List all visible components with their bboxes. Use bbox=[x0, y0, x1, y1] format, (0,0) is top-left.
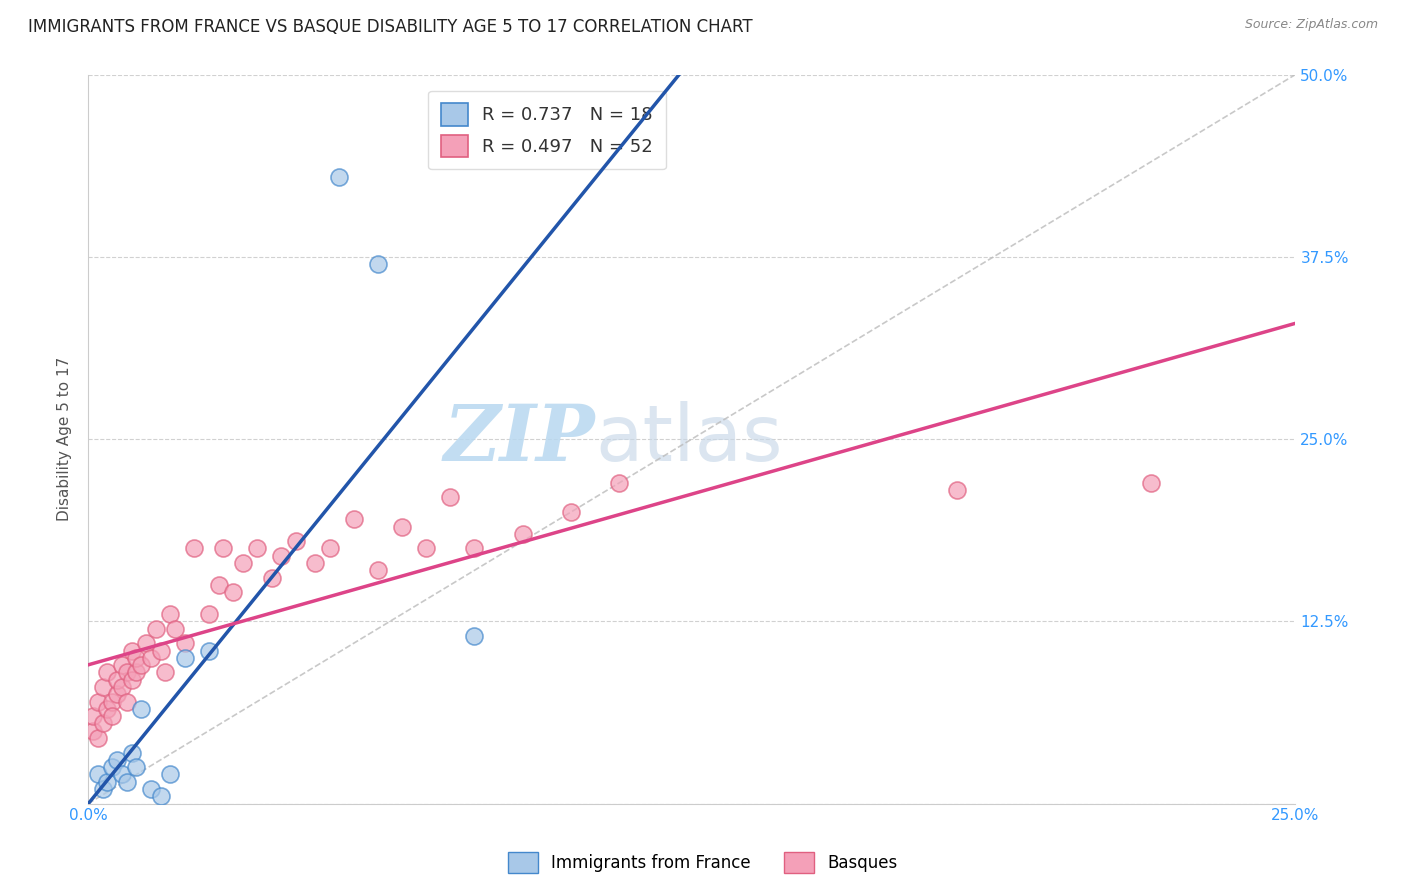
Y-axis label: Disability Age 5 to 17: Disability Age 5 to 17 bbox=[58, 357, 72, 521]
Point bbox=[260, 571, 283, 585]
Text: IMMIGRANTS FROM FRANCE VS BASQUE DISABILITY AGE 5 TO 17 CORRELATION CHART: IMMIGRANTS FROM FRANCE VS BASQUE DISABIL… bbox=[28, 18, 752, 36]
Point bbox=[111, 680, 134, 694]
Point bbox=[560, 505, 582, 519]
Point bbox=[463, 541, 485, 556]
Point bbox=[129, 702, 152, 716]
Point bbox=[304, 556, 326, 570]
Point bbox=[512, 526, 534, 541]
Point bbox=[183, 541, 205, 556]
Point bbox=[246, 541, 269, 556]
Point bbox=[121, 746, 143, 760]
Point bbox=[125, 650, 148, 665]
Point bbox=[96, 665, 118, 680]
Point bbox=[115, 694, 138, 708]
Point bbox=[463, 629, 485, 643]
Point bbox=[125, 760, 148, 774]
Point bbox=[115, 665, 138, 680]
Point bbox=[96, 774, 118, 789]
Text: ZIP: ZIP bbox=[444, 401, 595, 477]
Point bbox=[155, 665, 177, 680]
Point bbox=[101, 760, 124, 774]
Point bbox=[121, 643, 143, 657]
Point bbox=[415, 541, 437, 556]
Point bbox=[159, 607, 181, 621]
Point bbox=[149, 643, 172, 657]
Point bbox=[946, 483, 969, 497]
Point bbox=[232, 556, 254, 570]
Point bbox=[165, 622, 187, 636]
Legend: R = 0.737   N = 18, R = 0.497   N = 52: R = 0.737 N = 18, R = 0.497 N = 52 bbox=[429, 91, 665, 169]
Point bbox=[1139, 475, 1161, 490]
Point bbox=[101, 709, 124, 723]
Point bbox=[391, 519, 413, 533]
Point bbox=[367, 563, 389, 577]
Point bbox=[115, 774, 138, 789]
Point bbox=[173, 650, 195, 665]
Text: atlas: atlas bbox=[595, 401, 783, 477]
Point bbox=[105, 687, 128, 701]
Point bbox=[91, 680, 114, 694]
Point bbox=[139, 782, 162, 797]
Point bbox=[609, 475, 631, 490]
Point bbox=[125, 665, 148, 680]
Point bbox=[101, 694, 124, 708]
Point bbox=[222, 585, 245, 599]
Point bbox=[105, 753, 128, 767]
Point bbox=[328, 169, 350, 184]
Point bbox=[82, 709, 104, 723]
Point bbox=[207, 578, 229, 592]
Point bbox=[159, 767, 181, 781]
Point bbox=[87, 694, 110, 708]
Point bbox=[91, 782, 114, 797]
Point bbox=[121, 673, 143, 687]
Point bbox=[212, 541, 235, 556]
Point bbox=[135, 636, 157, 650]
Point bbox=[145, 622, 167, 636]
Point bbox=[367, 257, 389, 271]
Legend: Immigrants from France, Basques: Immigrants from France, Basques bbox=[502, 846, 904, 880]
Point bbox=[111, 658, 134, 673]
Point bbox=[149, 789, 172, 804]
Point bbox=[87, 767, 110, 781]
Point bbox=[439, 491, 461, 505]
Point bbox=[129, 658, 152, 673]
Point bbox=[343, 512, 366, 526]
Point bbox=[111, 767, 134, 781]
Point bbox=[270, 549, 292, 563]
Point bbox=[96, 702, 118, 716]
Point bbox=[91, 716, 114, 731]
Point bbox=[105, 673, 128, 687]
Point bbox=[87, 731, 110, 745]
Point bbox=[198, 607, 221, 621]
Point bbox=[284, 534, 307, 549]
Point bbox=[82, 723, 104, 738]
Text: Source: ZipAtlas.com: Source: ZipAtlas.com bbox=[1244, 18, 1378, 31]
Point bbox=[173, 636, 195, 650]
Point bbox=[198, 643, 221, 657]
Point bbox=[318, 541, 340, 556]
Point bbox=[139, 650, 162, 665]
